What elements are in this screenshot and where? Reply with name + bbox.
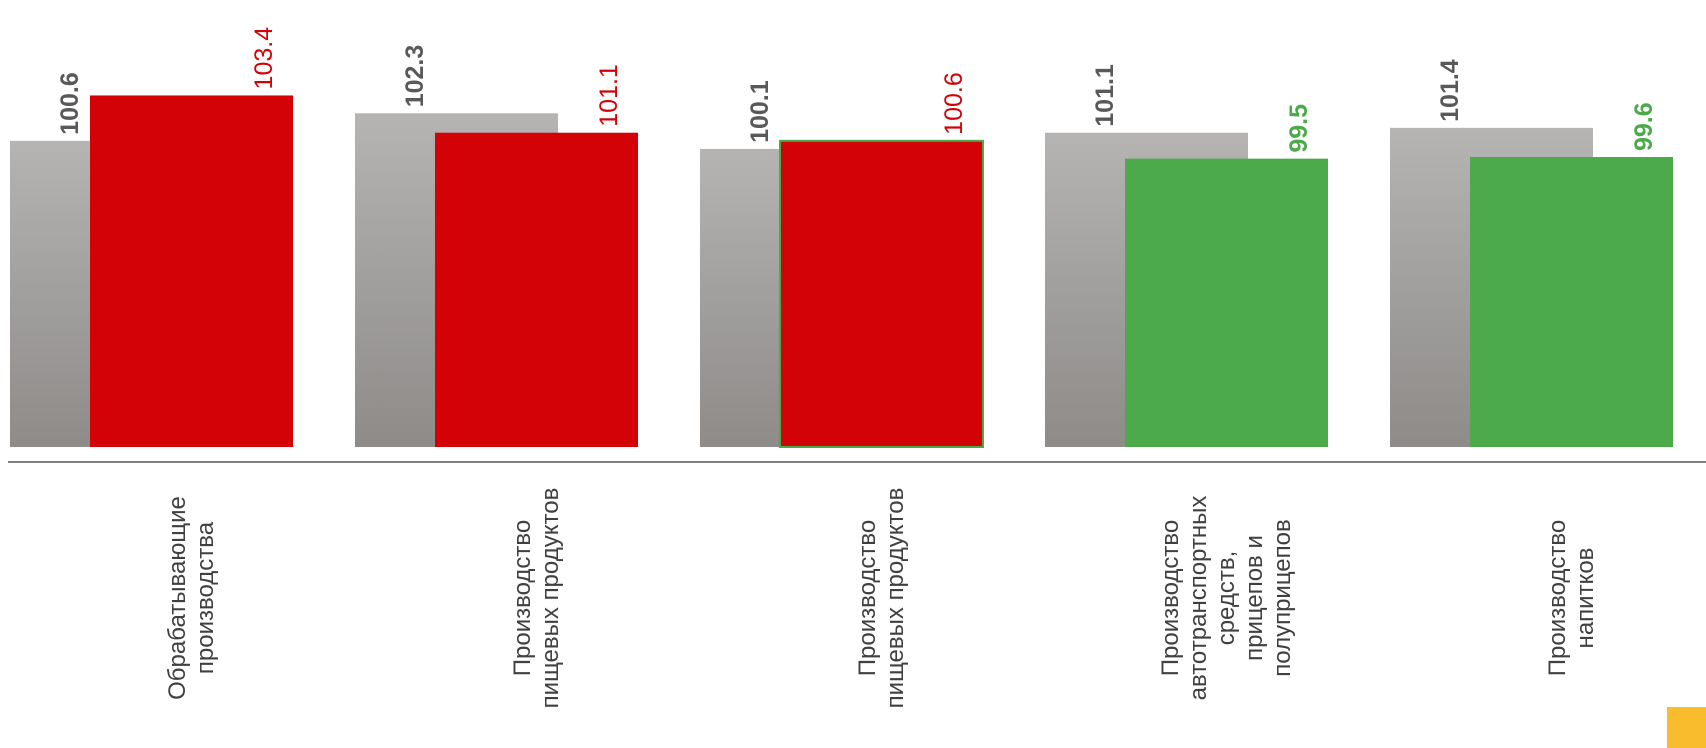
- value-label-series2-1: 103.4: [250, 27, 278, 90]
- category-label-line: полуприцепов: [1269, 519, 1296, 677]
- value-label-series2-4: 99.5: [1285, 104, 1313, 153]
- category-label-line: автотранспортных: [1185, 496, 1212, 701]
- value-label-series2-2: 101.1: [595, 64, 623, 127]
- value-label-series1-1: 100.6: [56, 72, 84, 135]
- category-label-2: Производствопищевых продуктов: [509, 488, 564, 709]
- category-label-4: Производствоавтотранспортныхсредств,приц…: [1157, 496, 1296, 701]
- value-label-series1-2: 102.3: [401, 45, 429, 108]
- category-label-3: Производствопищевых продуктов: [854, 488, 909, 709]
- category-label-line: Обрабатывающие: [164, 496, 191, 700]
- category-label-line: пищевых продуктов: [882, 488, 909, 709]
- category-label-line: средств,: [1213, 551, 1240, 646]
- value-labels-layer: 100.6 103.4 102.3 101.1 100.1 100.6 101.1 99.5 1…: [56, 27, 1658, 153]
- bar-series2-1: [90, 95, 293, 448]
- bars-layer: [10, 95, 1673, 448]
- category-label-line: Производство: [854, 520, 881, 676]
- value-label-series2-5: 99.6: [1630, 102, 1658, 151]
- category-label-line: Производство: [1544, 520, 1571, 676]
- value-label-series1-3: 100.1: [746, 80, 774, 143]
- value-label-series2-3: 100.6: [940, 72, 968, 135]
- corner-badge: [1667, 707, 1706, 748]
- category-label-line: Производство: [509, 520, 536, 676]
- category-label-5: Производствонапитков: [1544, 520, 1599, 676]
- value-label-series1-4: 101.1: [1091, 64, 1119, 127]
- category-label-line: прицепов и: [1241, 535, 1268, 661]
- category-labels-layer: Обрабатывающиепроизводства Производствопи…: [164, 488, 1599, 709]
- category-label-1: Обрабатывающиепроизводства: [164, 496, 219, 700]
- bar-series2-4: [1125, 158, 1328, 447]
- category-label-line: напитков: [1572, 548, 1599, 649]
- category-label-line: Производство: [1157, 520, 1184, 676]
- bar-series2-2: [435, 132, 638, 447]
- bar-series2-5: [1470, 157, 1673, 447]
- category-label-line: производства: [192, 521, 219, 674]
- bar-series2-3: [779, 139, 984, 448]
- category-label-line: пищевых продуктов: [537, 488, 564, 709]
- value-label-series1-5: 101.4: [1436, 59, 1464, 122]
